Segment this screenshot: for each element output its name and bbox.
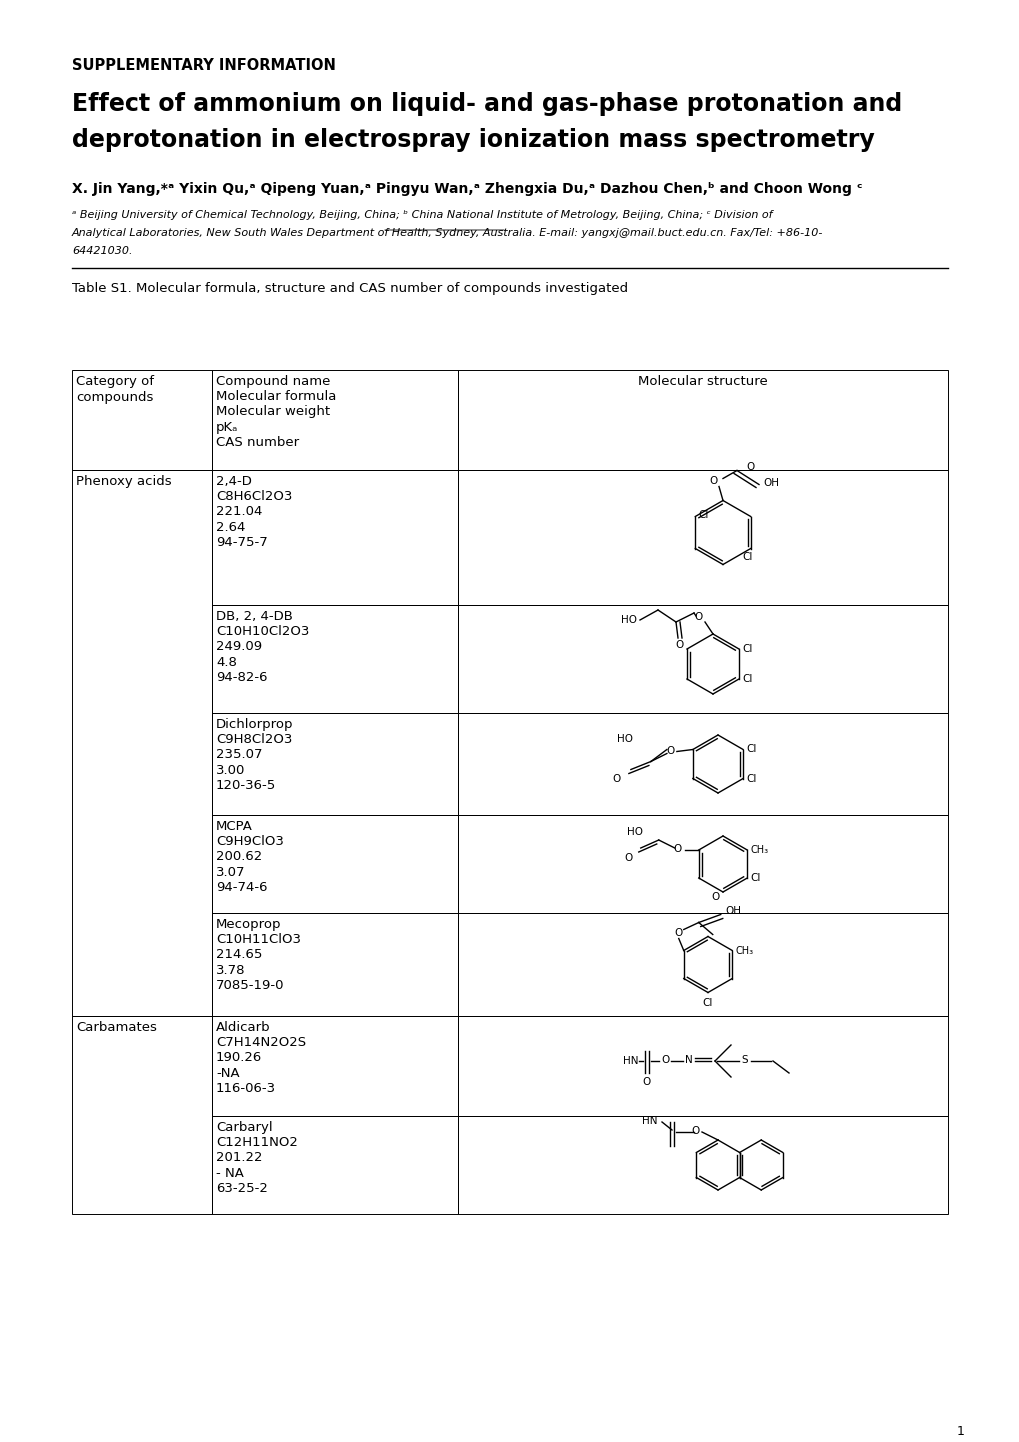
Text: N: N [685, 1056, 692, 1066]
Text: Dichlorprop
C9H8Cl2O3
235.07
3.00
120-36-5: Dichlorprop C9H8Cl2O3 235.07 3.00 120-36… [216, 718, 293, 792]
Text: O: O [673, 844, 681, 854]
Text: Carbamates: Carbamates [76, 1021, 157, 1034]
Text: Cl: Cl [741, 645, 752, 655]
Text: OH: OH [762, 477, 779, 487]
Text: HN: HN [623, 1056, 638, 1066]
Text: O: O [746, 461, 754, 472]
Text: Cl: Cl [741, 673, 752, 684]
Text: Carbaryl
C12H11NO2
201.22
- NA
63-25-2: Carbaryl C12H11NO2 201.22 - NA 63-25-2 [216, 1120, 298, 1195]
Bar [212, 1116, 458, 1214]
Text: SUPPLEMENTARY INFORMATION: SUPPLEMENTARY INFORMATION [72, 58, 335, 74]
Text: CH₃: CH₃ [750, 845, 767, 855]
Bar [72, 470, 212, 1017]
Text: HO: HO [616, 734, 632, 744]
Text: O: O [674, 929, 682, 939]
Text: Analytical Laboratories, New South Wales Department of Health, Sydney, Australia: Analytical Laboratories, New South Wales… [72, 228, 822, 238]
Bar [212, 1017, 458, 1116]
Text: O: O [711, 891, 719, 901]
Bar [458, 1017, 947, 1116]
Text: O: O [624, 854, 632, 862]
Text: CH₃: CH₃ [735, 946, 753, 956]
Text: O: O [642, 1077, 650, 1087]
Text: HO: HO [621, 614, 637, 624]
Text: O: O [694, 611, 702, 622]
Text: Aldicarb
C7H14N2O2S
190.26
-NA
116-06-3: Aldicarb C7H14N2O2S 190.26 -NA 116-06-3 [216, 1021, 306, 1094]
Text: Cl: Cl [698, 509, 708, 519]
Bar [212, 913, 458, 1017]
Text: O: O [691, 1126, 699, 1136]
Text: 1: 1 [956, 1425, 964, 1438]
Bar [458, 1116, 947, 1214]
Text: Phenoxy acids: Phenoxy acids [76, 474, 171, 487]
Bar [458, 371, 947, 470]
Bar [212, 712, 458, 815]
Bar [72, 371, 212, 470]
Text: Cl: Cl [742, 552, 752, 562]
Text: deprotonation in electrospray ionization mass spectrometry: deprotonation in electrospray ionization… [72, 128, 874, 151]
Text: HN: HN [642, 1116, 657, 1126]
Text: Molecular structure: Molecular structure [638, 375, 767, 388]
Text: Cl: Cl [745, 744, 756, 754]
Bar [72, 1017, 212, 1214]
Bar [212, 470, 458, 606]
Text: MCPA
C9H9ClO3
200.62
3.07
94-74-6: MCPA C9H9ClO3 200.62 3.07 94-74-6 [216, 820, 283, 894]
Text: O: O [612, 774, 621, 784]
Text: 2,4-D
C8H6Cl2O3
221.04
2.64
94-75-7: 2,4-D C8H6Cl2O3 221.04 2.64 94-75-7 [216, 474, 292, 549]
Text: O: O [660, 1056, 668, 1066]
Text: O: O [709, 476, 717, 486]
Text: Table S1. Molecular formula, structure and CAS number of compounds investigated: Table S1. Molecular formula, structure a… [72, 283, 628, 296]
Bar [212, 606, 458, 712]
Bar [458, 815, 947, 913]
Bar [212, 371, 458, 470]
Text: OH: OH [726, 907, 741, 917]
Text: O: O [676, 640, 684, 650]
Text: HO: HO [626, 828, 642, 836]
Bar [212, 815, 458, 913]
Bar [458, 606, 947, 712]
Text: 64421030.: 64421030. [72, 247, 132, 257]
Text: Compound name
Molecular formula
Molecular weight
pKₐ
CAS number: Compound name Molecular formula Molecula… [216, 375, 336, 448]
Text: DB, 2, 4-DB
C10H10Cl2O3
249.09
4.8
94-82-6: DB, 2, 4-DB C10H10Cl2O3 249.09 4.8 94-82… [216, 610, 309, 684]
Bar [458, 470, 947, 606]
Text: Effect of ammonium on liquid- and gas-phase protonation and: Effect of ammonium on liquid- and gas-ph… [72, 92, 902, 115]
Bar [458, 712, 947, 815]
Text: O: O [666, 746, 675, 756]
Text: Category of
compounds: Category of compounds [76, 375, 154, 404]
Text: Mecoprop
C10H11ClO3
214.65
3.78
7085-19-0: Mecoprop C10H11ClO3 214.65 3.78 7085-19-… [216, 919, 301, 992]
Text: S: S [740, 1056, 747, 1066]
Text: Cl: Cl [745, 773, 756, 783]
Text: ᵃ Beijing University of Chemical Technology, Beijing, China; ᵇ China National In: ᵃ Beijing University of Chemical Technol… [72, 211, 771, 221]
Bar [458, 913, 947, 1017]
Text: Cl: Cl [702, 998, 712, 1008]
Text: Cl: Cl [750, 872, 760, 883]
Text: X. Jin Yang,*ᵃ Yixin Qu,ᵃ Qipeng Yuan,ᵃ Pingyu Wan,ᵃ Zhengxia Du,ᵃ Dazhou Chen,ᵇ: X. Jin Yang,*ᵃ Yixin Qu,ᵃ Qipeng Yuan,ᵃ … [72, 182, 862, 196]
